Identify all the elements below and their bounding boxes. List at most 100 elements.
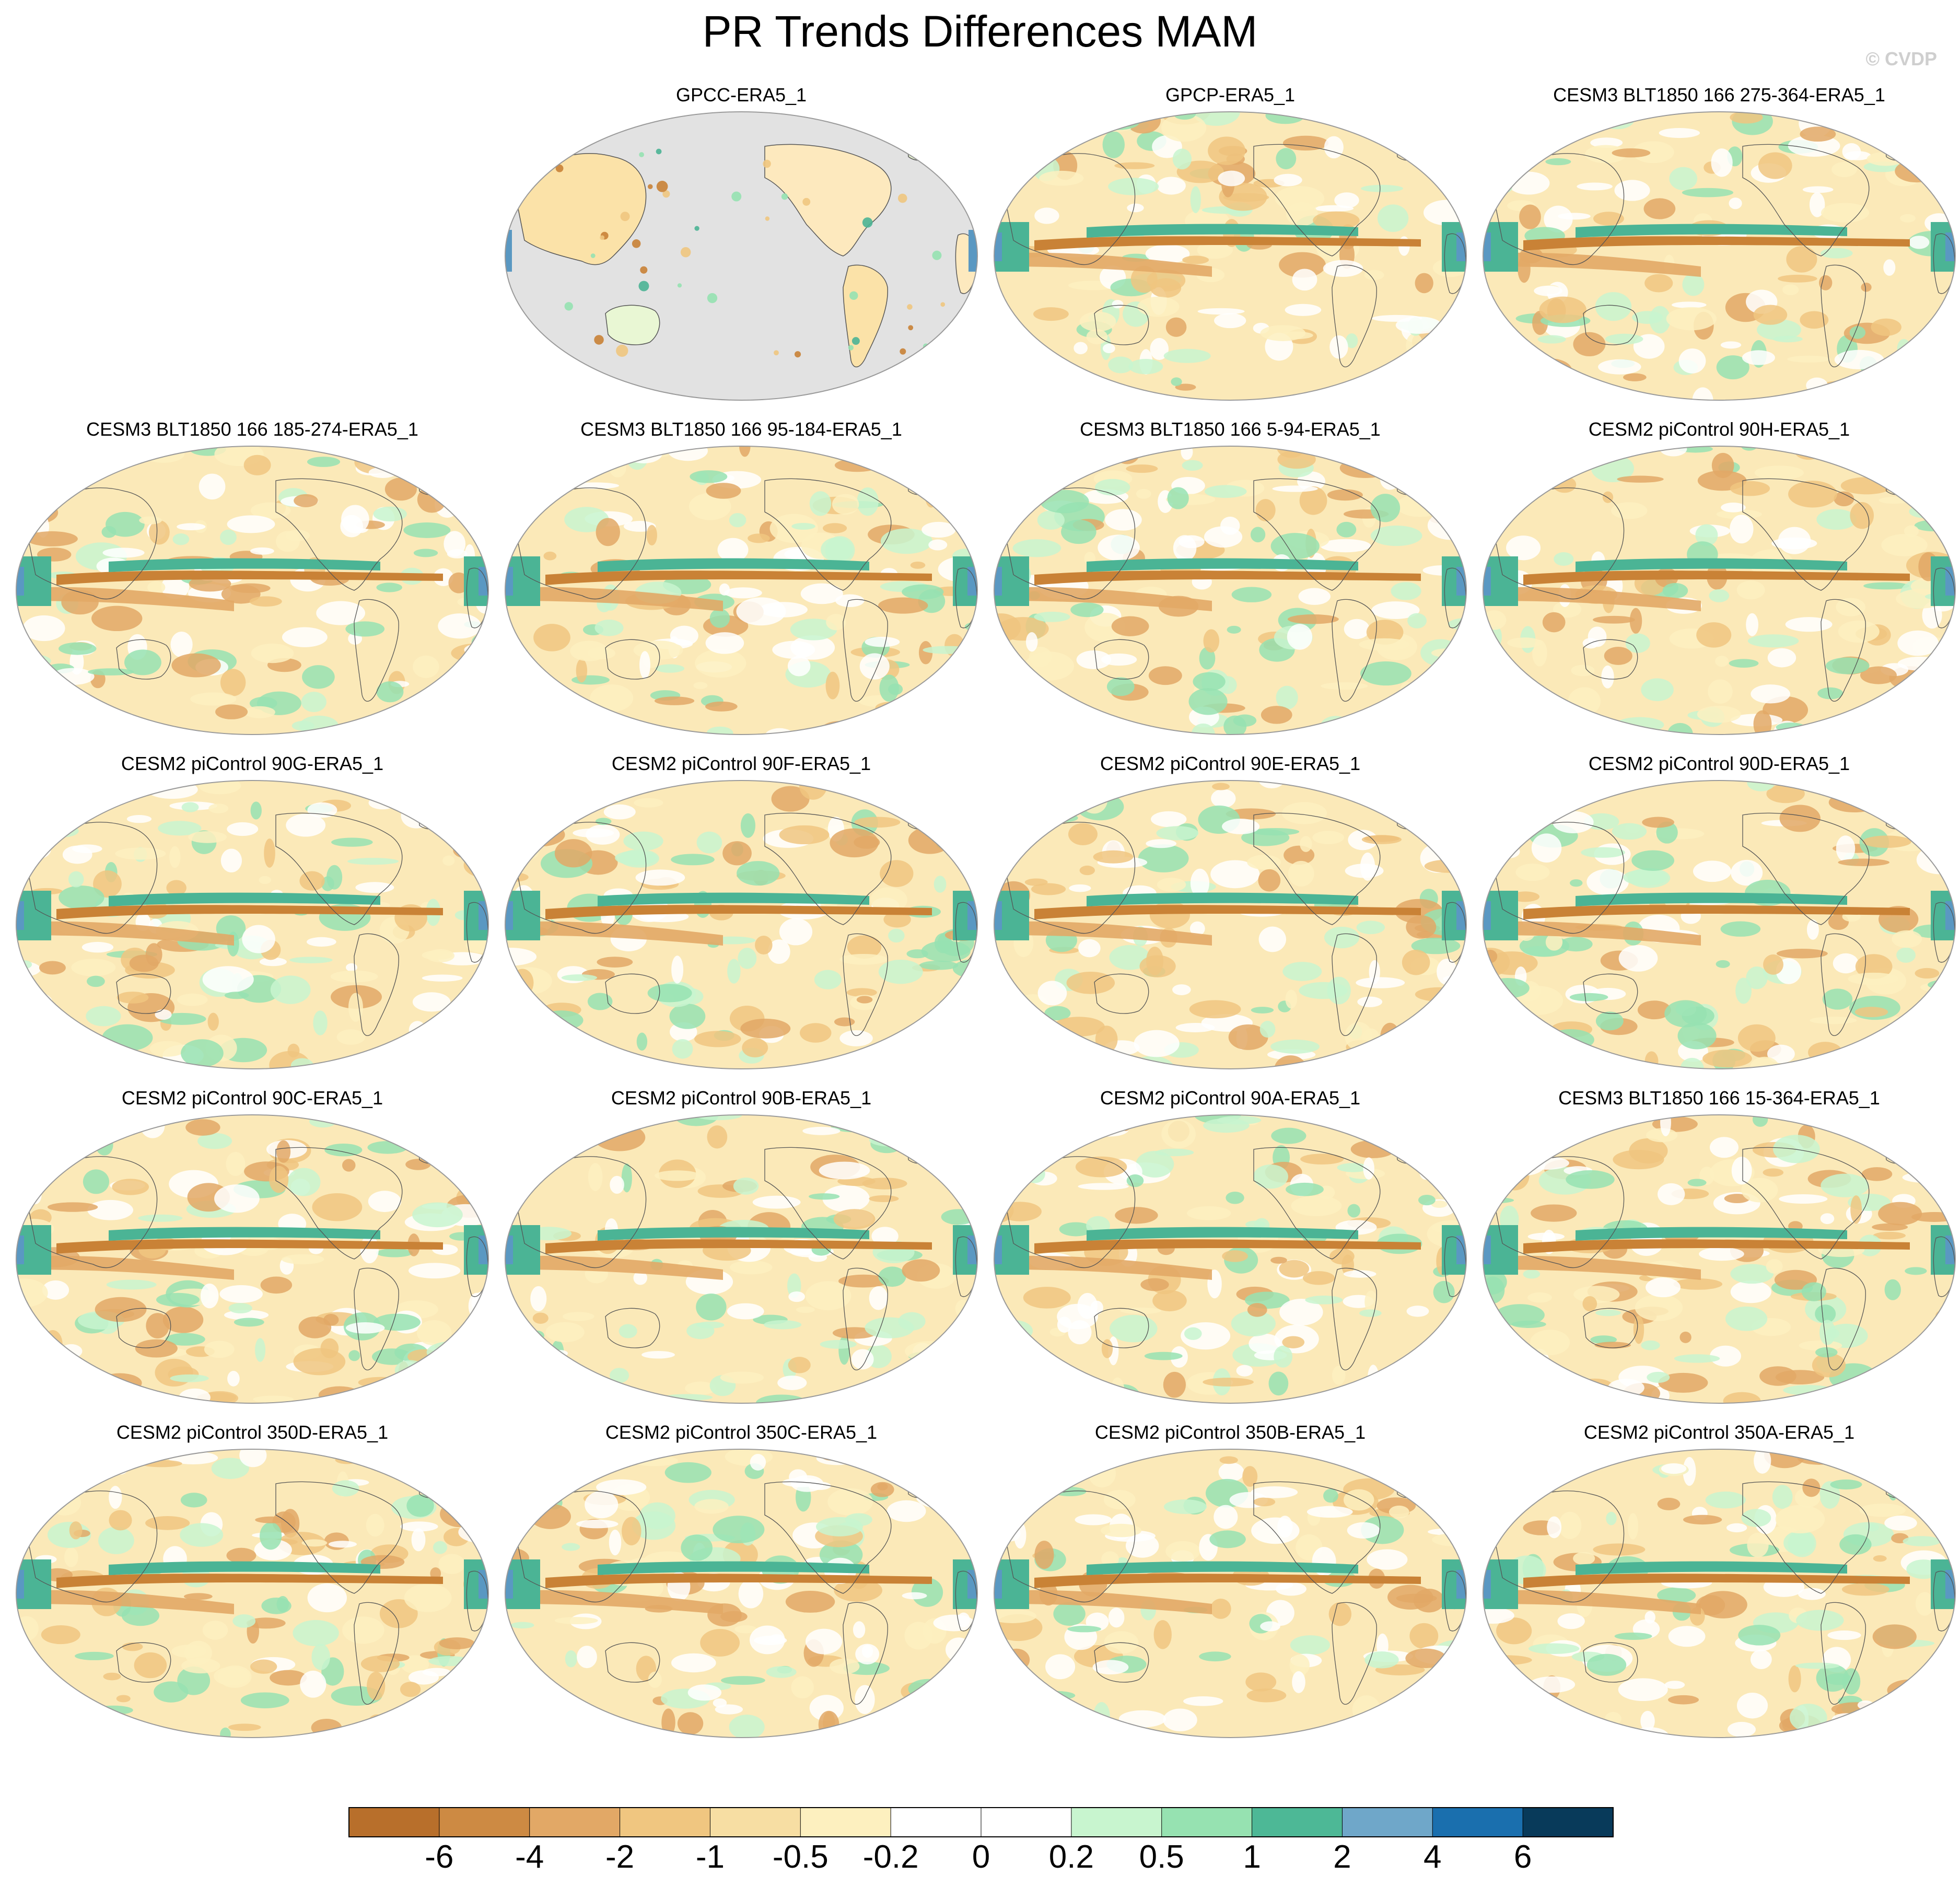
global-map [505,111,978,401]
trend-patch [20,1335,47,1361]
trend-patch [32,1369,44,1381]
trend-patch [1572,1452,1588,1471]
trend-patch [1107,1056,1148,1064]
trend-patch [1210,1598,1231,1619]
panel-title: CESM2 piControl 90H-ERA5_1 [1588,418,1850,440]
coastline [1583,1642,1638,1683]
trend-patch [1398,1475,1448,1485]
trend-patch [625,446,662,464]
trend-patch [1339,458,1391,479]
trend-patch [1039,170,1084,186]
trend-patch [1710,1345,1741,1367]
trend-patch [146,1313,170,1339]
coastline [116,1642,171,1683]
trend-patch [368,467,398,478]
trend-patch [1836,781,1850,790]
trend-patch [530,1378,556,1397]
trend-patch [367,1714,387,1735]
coastline [1491,1490,1625,1603]
trend-patch [300,1670,326,1698]
map-border [1483,446,1956,735]
trend-patch [1489,1719,1527,1738]
trend-patch [1101,1551,1119,1567]
trend-patch [87,975,105,987]
trend-patch [694,226,699,231]
trend-patch [188,831,227,843]
trend-patch [255,1516,288,1523]
trend-patch [64,1547,78,1567]
trend-patch [1071,781,1118,792]
trend-patch [347,858,399,865]
trend-patch [1350,1140,1395,1158]
trend-patch [647,984,692,1003]
trend-patch [533,1115,556,1138]
trend-patch [505,1708,536,1717]
trend-patch [1102,343,1115,354]
trend-patch [250,547,274,555]
trend-patch [454,1492,488,1501]
trend-patch [1258,926,1287,952]
trend-patch [1485,387,1531,400]
trend-patch [915,1139,959,1151]
trend-patch [1255,499,1276,521]
trend-patch [1019,715,1042,735]
trend-patch [59,886,104,910]
trend-patch [1931,169,1955,190]
trend-patch [1033,461,1061,483]
trend-patch [1072,790,1098,802]
map-border [505,446,978,735]
trend-band [479,567,488,596]
trend-patch [1758,152,1792,179]
trend-patch [553,1130,586,1138]
trend-patch [1795,1662,1840,1669]
trend-patch [1666,307,1717,331]
map-border [16,1114,489,1404]
trend-patch [220,529,237,545]
trend-band [994,921,1212,946]
trend-patch [368,796,396,810]
trend-patch [468,1057,488,1067]
trend-patch [91,605,143,632]
trend-patch [1163,1708,1197,1732]
trend-patch [112,1713,127,1719]
trend-patch [1708,679,1733,704]
trend-patch [1923,378,1955,400]
trend-patch [1531,795,1548,815]
trend-patch [1772,1135,1820,1163]
trend-patch [672,1039,693,1059]
trend-patch [1786,246,1817,273]
trend-patch [832,494,859,515]
trend-patch [561,974,598,981]
coastline [1933,567,1955,628]
trend-band [967,901,977,930]
trend-patch [1208,136,1246,165]
trend-patch [170,632,193,658]
trend-patch [1268,1371,1289,1396]
trend-patch [1483,145,1522,164]
trend-patch [951,1151,966,1160]
trend-patch [902,1051,922,1059]
trend-patch [1288,860,1314,887]
trend-patch [1771,537,1817,550]
trend-patch [134,1652,167,1679]
trend-patch [590,781,614,796]
trend-patch [1483,1269,1507,1295]
trend-patch [109,1486,122,1509]
trend-band [598,558,869,572]
trend-patch [739,446,751,457]
trend-patch [1736,1693,1768,1719]
trend-patch [661,1708,675,1737]
global-map [16,1114,489,1404]
trend-patch [941,1705,977,1716]
trend-patch [1838,620,1880,643]
trend-patch [1128,359,1163,375]
trend-patch [1787,355,1831,363]
trend-patch [1857,709,1888,729]
trend-patch [510,1484,556,1500]
trend-patch [1808,1042,1842,1063]
trend-patch [1387,1696,1408,1723]
trend-patch [1144,1352,1183,1360]
colorbar-swatch [1342,1808,1433,1837]
trend-patch [404,1583,452,1612]
trend-patch [1084,613,1126,642]
